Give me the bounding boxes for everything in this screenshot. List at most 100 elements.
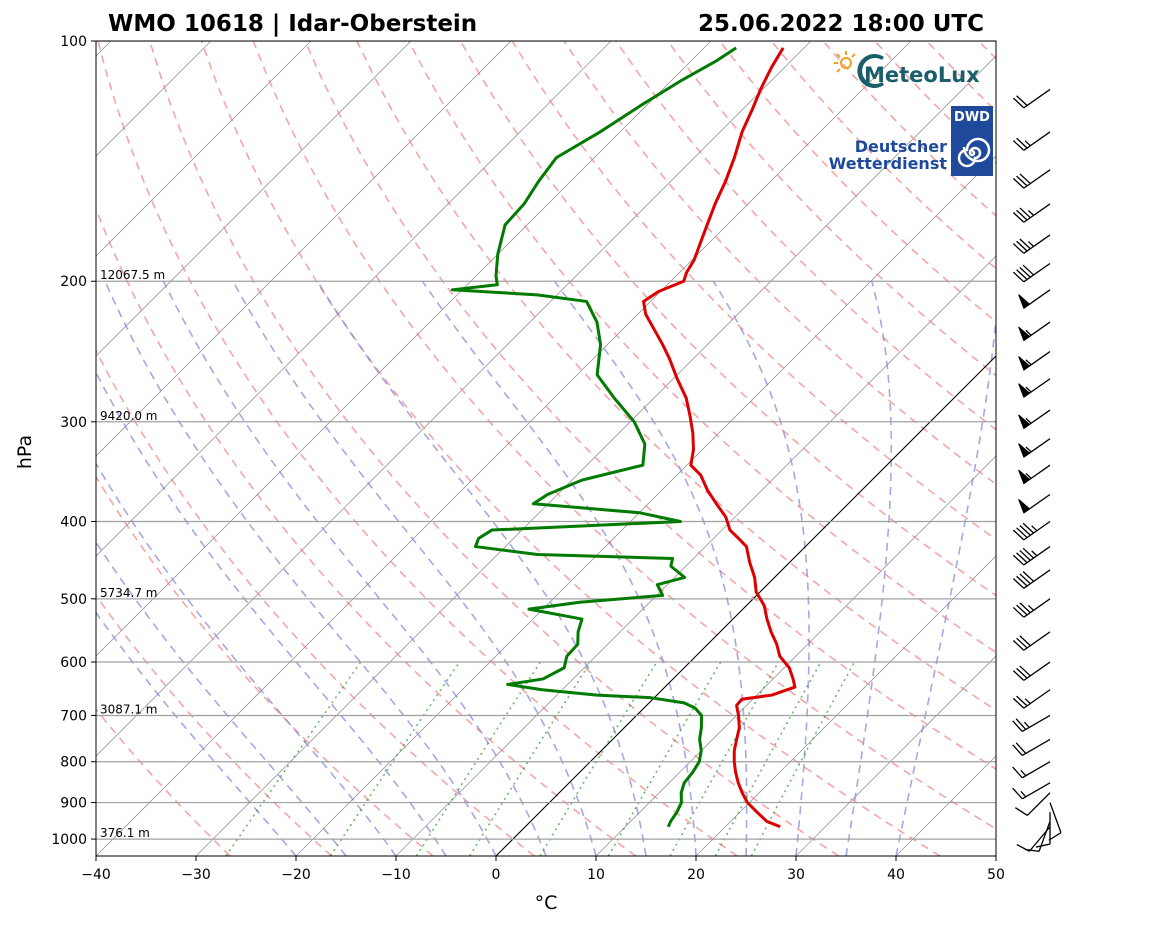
- x-tick-label: −30: [181, 867, 211, 883]
- wind-barb: [1048, 802, 1062, 841]
- wind-barb: [1012, 761, 1051, 779]
- height-label: 376.1 m: [100, 826, 150, 840]
- x-tick-label: −10: [381, 867, 411, 883]
- temperature-profile-line: [642, 47, 797, 829]
- height-label: 12067.5 m: [100, 268, 165, 282]
- wind-barb: [1012, 262, 1051, 283]
- moist-adiabat-line: [232, 280, 597, 856]
- height-label: 9420.0 m: [100, 409, 158, 423]
- isotherm-line: [795, 655, 996, 856]
- moist-adiabat-line: [316, 280, 647, 856]
- isotherm-line: [695, 555, 996, 856]
- wind-barb-shaft: [1012, 714, 1051, 733]
- isotherm-line: [96, 41, 812, 757]
- isotherm-line: [595, 455, 996, 856]
- moist-adiabat-line: [895, 311, 996, 856]
- x-tick-label: 30: [787, 867, 805, 883]
- wind-barb: [1012, 131, 1051, 151]
- wind-barb: [1012, 203, 1051, 223]
- y-tick-label: 300: [60, 415, 87, 431]
- dwd-badge-text: DWD: [954, 110, 990, 125]
- wind-barb-shaft: [1012, 169, 1051, 189]
- wind-barb: [1012, 714, 1051, 733]
- wind-barb: [1035, 812, 1051, 848]
- moist-adiabat-line: [553, 280, 748, 856]
- wind-barb-shaft: [1014, 792, 1051, 816]
- mixing-ratio-line: [415, 661, 542, 856]
- wind-barb: [1018, 289, 1051, 309]
- y-tick-label: 800: [60, 755, 87, 771]
- dry-adiabat-line: [148, 41, 839, 856]
- wind-barb-shaft: [1012, 761, 1051, 779]
- wind-barb-shaft: [1012, 546, 1051, 566]
- wind-barb: [1012, 738, 1051, 756]
- height-label: 3087.1 m: [100, 702, 158, 716]
- moist-adiabat-line: [96, 462, 397, 856]
- wind-barb: [1012, 661, 1051, 681]
- wind-barb-shaft: [1012, 203, 1051, 223]
- y-tick-label: 1000: [51, 832, 87, 848]
- x-tick-label: 10: [587, 867, 605, 883]
- wind-barb: [1012, 546, 1051, 566]
- wind-barb-shaft: [1012, 689, 1051, 709]
- height-label: 5734.7 m: [100, 586, 158, 600]
- y-tick-label: 700: [60, 708, 87, 724]
- meteolux-swirl-icon: [857, 54, 884, 88]
- wind-barb-shaft: [1012, 131, 1051, 151]
- series-layer: [450, 46, 797, 829]
- wind-barb-flag: [1018, 414, 1031, 430]
- mixing-ratio-line: [469, 661, 592, 856]
- wind-barb: [1012, 631, 1051, 651]
- wind-barb: [1018, 464, 1051, 485]
- zero-isotherm-line: [495, 355, 996, 856]
- wind-barb-shaft: [1012, 88, 1051, 109]
- isotherm-line: [96, 41, 512, 457]
- wind-barb: [1018, 409, 1051, 430]
- x-tick-label: 50: [987, 867, 1005, 883]
- dry-adiabat-line: [96, 348, 535, 856]
- wind-barb: [1018, 438, 1051, 458]
- isotherm-line: [96, 41, 612, 557]
- y-tick-label: 200: [60, 274, 87, 290]
- wind-barb: [1018, 493, 1051, 514]
- moist-adiabat-line: [421, 280, 697, 856]
- mixing-ratio-line: [225, 661, 362, 856]
- moist-adiabat-line: [845, 281, 893, 856]
- isotherm-line: [96, 41, 412, 357]
- wind-barb: [1012, 234, 1051, 254]
- isotherm-line: [96, 41, 712, 657]
- wind-barb: [1012, 598, 1051, 618]
- moist-adiabat-line: [96, 370, 447, 856]
- height-labels: 12067.5 m 9420.0 m 5734.7 m 3087.1 m 376.1 m: [100, 268, 165, 840]
- title-right: 25.06.2022 18:00 UTC: [698, 11, 984, 37]
- wind-barb: [1018, 351, 1051, 371]
- y-axis-label: hPa: [14, 435, 36, 469]
- x-tick-label: 20: [687, 867, 705, 883]
- isotherm-line: [96, 41, 912, 856]
- y-tick-label: 600: [60, 655, 87, 671]
- y-tick-label: 900: [60, 796, 87, 812]
- wind-barb: [1012, 782, 1051, 800]
- isotherm-line: [96, 41, 312, 257]
- title-left: WMO 10618 | Idar-Oberstein: [108, 11, 477, 37]
- dwd-logo: DWD Deutscher Wetterdienst: [829, 106, 993, 176]
- wind-barb-flag: [1018, 443, 1031, 458]
- x-axis: −40 −30 −20 −10 0 10 20 30 40 50: [81, 856, 1005, 883]
- wind-barb-shaft: [1012, 569, 1051, 589]
- meteolux-name: MeteoLux: [864, 63, 980, 87]
- wind-barb-shaft: [1012, 262, 1051, 283]
- mixing-ratio-line: [539, 661, 658, 856]
- dewpoint-profile-line: [450, 46, 737, 828]
- wind-barb: [1012, 569, 1051, 589]
- wind-barb-shaft: [1012, 782, 1051, 800]
- wind-barb-shaft: [1012, 598, 1051, 618]
- wind-barb-flag: [1018, 383, 1031, 398]
- dry-adiabat-line: [96, 594, 333, 856]
- x-tick-label: −40: [81, 867, 111, 883]
- pressure-gridlines: [96, 41, 996, 840]
- wind-barb: [1018, 321, 1051, 342]
- meteolux-logo: MeteoLux: [834, 51, 980, 88]
- y-axis: 100 200 300 400 500 600 700 800 900 1000: [51, 34, 96, 848]
- wind-barb-shaft: [1035, 812, 1051, 848]
